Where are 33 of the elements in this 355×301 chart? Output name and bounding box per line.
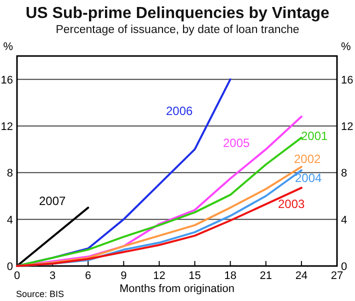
x-tick-label: 21 bbox=[260, 270, 272, 282]
series-label: 2002 bbox=[294, 152, 322, 166]
y2-tick-label: 8 bbox=[341, 168, 348, 180]
x-axis-title: Months from origination bbox=[120, 283, 234, 295]
source-note: Source: BIS bbox=[16, 289, 64, 299]
x-tick-label: 27 bbox=[330, 270, 344, 282]
x-tick-label: 15 bbox=[188, 270, 201, 282]
y2-tick-label: 4 bbox=[341, 214, 348, 226]
y-tick-label: 0 bbox=[6, 261, 13, 273]
series-label: 2004 bbox=[295, 171, 322, 185]
x-tick-label: 6 bbox=[85, 270, 92, 282]
y2-tick-label: 0 bbox=[341, 261, 348, 273]
y-tick-label: 8 bbox=[6, 168, 13, 180]
y-tick-label: 12 bbox=[0, 121, 13, 133]
y-axis-title: % bbox=[3, 41, 14, 53]
y2-tick-label: 16 bbox=[341, 74, 354, 86]
x-tick-label: 12 bbox=[153, 270, 166, 282]
series-label: 2006 bbox=[166, 104, 194, 118]
series-label: 2007 bbox=[39, 194, 66, 208]
y2-tick-label: 12 bbox=[341, 121, 354, 133]
line-series bbox=[16, 186, 302, 267]
x-tick-label: 18 bbox=[224, 270, 236, 282]
series-label: 2001 bbox=[301, 129, 328, 143]
x-tick-label: 3 bbox=[49, 270, 56, 282]
chart-title: US Sub-prime Delinquencies by Vintage bbox=[26, 5, 330, 22]
y2-axis-title: % bbox=[341, 41, 351, 53]
x-tick-label: 24 bbox=[295, 270, 308, 282]
series-label: 2003 bbox=[278, 197, 306, 211]
x-tick-label: 9 bbox=[120, 270, 127, 282]
y-tick-label: 16 bbox=[0, 74, 13, 86]
chart-subtitle: Percentage of issuance, by date of loan tranche bbox=[56, 24, 300, 36]
y-tick-label: 4 bbox=[6, 214, 13, 226]
series-label: 2005 bbox=[223, 136, 250, 150]
